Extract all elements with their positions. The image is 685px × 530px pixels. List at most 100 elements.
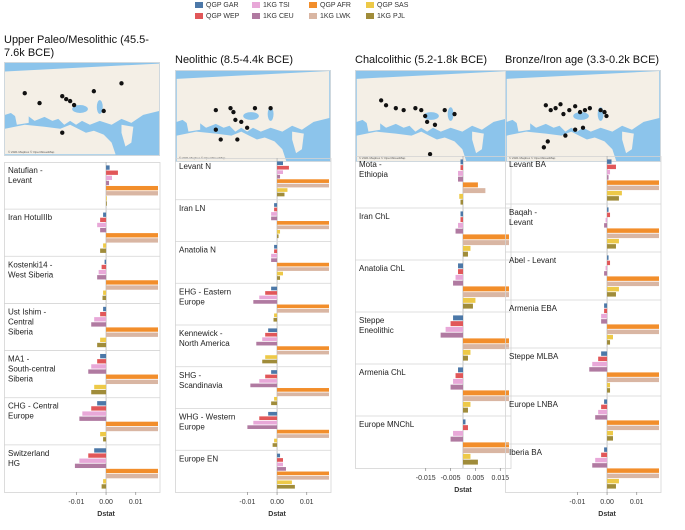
site-marker (558, 102, 563, 107)
dstat-bar (277, 170, 283, 175)
dstat-bar (277, 392, 329, 397)
x-axis-title: Dstat (97, 511, 115, 518)
dstat-bar (604, 308, 608, 314)
dstat-bar (607, 292, 616, 297)
dstat-bar (250, 383, 278, 388)
chart-frame (505, 156, 662, 493)
dstat-bar (277, 453, 281, 458)
dstat-bar (277, 458, 283, 462)
group-label: MA1 -South-central Siberia (8, 355, 56, 384)
dstat-bar (463, 240, 509, 246)
dstat-bar (592, 361, 608, 367)
dstat-bar (277, 229, 281, 234)
dstat-bar (607, 436, 613, 441)
dstat-bar (97, 401, 107, 406)
dstat-bar (79, 416, 107, 421)
dstat-bar (274, 438, 278, 443)
dstat-bar (265, 355, 278, 359)
landmass-iberia (366, 119, 381, 132)
dstat-bar (274, 249, 278, 254)
x-tick-label: 0.01 (129, 499, 143, 506)
dstat-bar (463, 344, 509, 350)
legend-item: 1KG TSI (252, 2, 290, 10)
legend-swatch (195, 2, 203, 9)
dstat-bar (277, 267, 329, 271)
dstat-bar (91, 322, 107, 327)
group-label: Iran LN (179, 204, 205, 213)
dstat-bar (607, 484, 616, 489)
dstat-bar (106, 280, 158, 285)
dstat-bar (601, 351, 608, 356)
dstat-bar (277, 480, 292, 485)
dstat-bar (271, 216, 278, 221)
dstat-bar (271, 212, 278, 216)
dstat-bar (463, 401, 471, 407)
x-tick-label: -0.01 (68, 499, 84, 506)
dstat-bar (106, 185, 158, 191)
group-label: Switzerland HG (8, 449, 49, 468)
dstat-bar (106, 233, 158, 238)
dstat-bar (277, 225, 329, 230)
site-marker (218, 137, 223, 142)
panel-title: Upper Paleo/Mesolithic (45.5-7.6k BCE) (4, 34, 149, 59)
period-map: © 2021 Mapbox © OpenStreetMap (4, 62, 160, 156)
dstat-bar (94, 317, 107, 322)
dstat-bar (601, 319, 608, 324)
site-marker (383, 103, 389, 108)
map-credit: © 2021 Mapbox © OpenStreetMap (359, 156, 406, 160)
dstat-bar (453, 280, 463, 286)
dstat-bar (607, 377, 659, 383)
legend-item: 1KG PJL (366, 13, 405, 21)
site-marker (573, 104, 578, 109)
group-label: Armenia EBA (509, 304, 558, 313)
group-label: CHG - Central Europe (8, 402, 59, 421)
site-marker (602, 109, 607, 115)
dstat-bar (253, 300, 278, 304)
dstat-bar (607, 180, 659, 185)
site-marker (577, 109, 583, 115)
legend-label: QGP GAR (206, 2, 239, 9)
dstat-bar (100, 311, 107, 317)
dstat-bar (463, 234, 509, 240)
x-tick-label: 0.015 (492, 475, 510, 482)
site-marker (545, 139, 550, 144)
landmass-africa (356, 131, 467, 161)
chart-legend: QGP GAR QGP WEP 1KG TSI 1KG CEU QGP AFR 1KG L… (195, 2, 455, 26)
dstat-chart: Levant BA Baqah -Levant Abel - Levant Armen… (505, 156, 663, 530)
site-marker (239, 119, 244, 125)
dstat-bar (265, 374, 278, 379)
dstat-bar (592, 463, 608, 468)
legend-item: QGP GAR (195, 2, 239, 10)
dstat-bar (106, 175, 112, 181)
dstat-bar (271, 253, 278, 258)
dstat-bar (100, 217, 107, 223)
group-label: Iberia BA (509, 448, 543, 457)
dstat-bar (106, 473, 158, 479)
dstat-bar (277, 346, 329, 350)
group-label: Iran HotuIIIb (8, 213, 53, 222)
x-axis-title: Dstat (598, 511, 616, 518)
map-credit: © 2021 Mapbox © OpenStreetMap (8, 150, 55, 154)
dstat-bar (91, 364, 107, 369)
group-label: Europe EN (179, 454, 218, 463)
landmass-india (121, 124, 134, 147)
dstat-bar (277, 262, 329, 267)
dstat-bar (100, 337, 107, 343)
group-label: Steppe MLBA (509, 352, 559, 361)
x-tick-label: 0.01 (300, 499, 314, 506)
dstat-bar (97, 342, 107, 348)
panel-chalcolithic: Chalcolithic (5.2-1.8k BCE) © 2021 Mapbo… (355, 54, 513, 530)
dstat-bar (459, 193, 463, 199)
dstat-bar (100, 248, 107, 253)
dstat-bar (601, 452, 608, 458)
site-marker (379, 98, 384, 103)
dstat-bar (607, 233, 659, 239)
legend-swatch (309, 13, 317, 20)
dstat-bar (604, 303, 608, 308)
dstat-bar (463, 448, 509, 454)
dstat-bar (460, 165, 463, 171)
dstat-bar (450, 384, 463, 390)
dstat-bar (106, 421, 158, 427)
site-marker (244, 125, 250, 130)
dstat-bar (274, 313, 278, 318)
